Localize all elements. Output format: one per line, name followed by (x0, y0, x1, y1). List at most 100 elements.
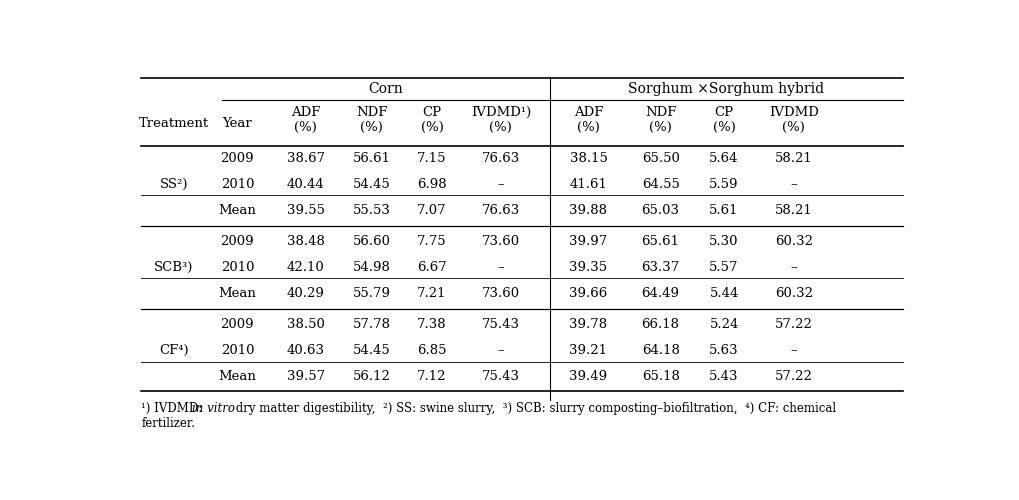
Text: 65.03: 65.03 (642, 204, 680, 216)
Text: 54.45: 54.45 (353, 344, 390, 357)
Text: NDF
(%): NDF (%) (356, 106, 387, 134)
Text: –: – (791, 344, 797, 357)
Text: 60.32: 60.32 (774, 287, 813, 300)
Text: 41.61: 41.61 (570, 178, 607, 191)
Text: ADF
(%): ADF (%) (574, 106, 603, 134)
Text: 76.63: 76.63 (482, 152, 520, 165)
Text: dry matter digestibility,  ²) SS: swine slurry,  ³) SCB: slurry composting–biofi: dry matter digestibility, ²) SS: swine s… (232, 402, 837, 414)
Text: 65.61: 65.61 (642, 235, 680, 248)
Text: 7.15: 7.15 (417, 152, 446, 165)
Text: Mean: Mean (218, 287, 257, 300)
Text: 6.85: 6.85 (417, 344, 446, 357)
Text: 6.67: 6.67 (417, 261, 446, 274)
Text: CP
(%): CP (%) (712, 106, 736, 134)
Text: 42.10: 42.10 (286, 261, 324, 274)
Text: 7.75: 7.75 (417, 235, 446, 248)
Text: 76.63: 76.63 (482, 204, 520, 216)
Text: 39.49: 39.49 (570, 370, 607, 383)
Text: 65.50: 65.50 (642, 152, 680, 165)
Text: 55.79: 55.79 (353, 287, 390, 300)
Text: 2010: 2010 (221, 178, 254, 191)
Text: 38.50: 38.50 (286, 318, 325, 332)
Text: 5.63: 5.63 (709, 344, 739, 357)
Text: Sorghum ×Sorghum hybrid: Sorghum ×Sorghum hybrid (629, 82, 824, 96)
Text: 54.45: 54.45 (353, 178, 390, 191)
Text: 7.21: 7.21 (417, 287, 446, 300)
Text: 75.43: 75.43 (482, 370, 520, 383)
Text: ADF
(%): ADF (%) (291, 106, 320, 134)
Text: 66.18: 66.18 (642, 318, 680, 332)
Text: 55.53: 55.53 (353, 204, 390, 216)
Text: Mean: Mean (218, 370, 257, 383)
Text: 64.49: 64.49 (642, 287, 680, 300)
Text: Year: Year (222, 116, 253, 130)
Text: 39.78: 39.78 (570, 318, 607, 332)
Text: 39.55: 39.55 (286, 204, 325, 216)
Text: CP
(%): CP (%) (421, 106, 443, 134)
Text: –: – (497, 178, 504, 191)
Text: 73.60: 73.60 (482, 235, 520, 248)
Text: 56.12: 56.12 (353, 370, 390, 383)
Text: 63.37: 63.37 (641, 261, 680, 274)
Text: 64.55: 64.55 (642, 178, 680, 191)
Text: 40.29: 40.29 (286, 287, 325, 300)
Text: 5.30: 5.30 (709, 235, 739, 248)
Text: NDF
(%): NDF (%) (645, 106, 677, 134)
Text: 75.43: 75.43 (482, 318, 520, 332)
Text: 5.59: 5.59 (709, 178, 739, 191)
Text: 6.98: 6.98 (417, 178, 446, 191)
Text: fertilizer.: fertilizer. (142, 417, 196, 430)
Text: 2009: 2009 (220, 235, 254, 248)
Text: SCB³): SCB³) (154, 261, 194, 274)
Text: Corn: Corn (369, 82, 404, 96)
Text: 40.63: 40.63 (286, 344, 325, 357)
Text: 7.38: 7.38 (417, 318, 446, 332)
Text: –: – (497, 261, 504, 274)
Text: 5.57: 5.57 (709, 261, 739, 274)
Text: CF⁴): CF⁴) (159, 344, 189, 357)
Text: 2009: 2009 (220, 152, 254, 165)
Text: 73.60: 73.60 (482, 287, 520, 300)
Text: 2010: 2010 (221, 261, 254, 274)
Text: 40.44: 40.44 (286, 178, 324, 191)
Text: 5.61: 5.61 (709, 204, 739, 216)
Text: 39.66: 39.66 (570, 287, 607, 300)
Text: ¹) IVDMD:: ¹) IVDMD: (142, 402, 206, 414)
Text: 5.24: 5.24 (709, 318, 739, 332)
Text: 39.21: 39.21 (570, 344, 607, 357)
Text: 5.64: 5.64 (709, 152, 739, 165)
Text: 58.21: 58.21 (775, 152, 813, 165)
Text: 39.88: 39.88 (570, 204, 607, 216)
Text: –: – (791, 178, 797, 191)
Text: 56.61: 56.61 (353, 152, 390, 165)
Text: 64.18: 64.18 (642, 344, 680, 357)
Text: –: – (791, 261, 797, 274)
Text: 54.98: 54.98 (353, 261, 390, 274)
Text: IVDMD¹)
(%): IVDMD¹) (%) (471, 106, 531, 134)
Text: 7.07: 7.07 (417, 204, 446, 216)
Text: 38.67: 38.67 (286, 152, 325, 165)
Text: 65.18: 65.18 (642, 370, 680, 383)
Text: 2009: 2009 (220, 318, 254, 332)
Text: 56.60: 56.60 (353, 235, 390, 248)
Text: 57.22: 57.22 (774, 318, 813, 332)
Text: SS²): SS²) (160, 178, 189, 191)
Text: 38.48: 38.48 (286, 235, 325, 248)
Text: –: – (497, 344, 504, 357)
Text: 7.12: 7.12 (417, 370, 446, 383)
Text: in vitro: in vitro (192, 402, 234, 414)
Text: 57.22: 57.22 (774, 370, 813, 383)
Text: 39.35: 39.35 (570, 261, 607, 274)
Text: 2010: 2010 (221, 344, 254, 357)
Text: Mean: Mean (218, 204, 257, 216)
Text: 39.97: 39.97 (570, 235, 607, 248)
Text: 58.21: 58.21 (775, 204, 813, 216)
Text: 39.57: 39.57 (286, 370, 325, 383)
Text: Treatment: Treatment (139, 116, 209, 130)
Text: 38.15: 38.15 (570, 152, 607, 165)
Text: 60.32: 60.32 (774, 235, 813, 248)
Text: 5.43: 5.43 (709, 370, 739, 383)
Text: 5.44: 5.44 (709, 287, 739, 300)
Text: 57.78: 57.78 (353, 318, 390, 332)
Text: IVDMD
(%): IVDMD (%) (769, 106, 819, 134)
